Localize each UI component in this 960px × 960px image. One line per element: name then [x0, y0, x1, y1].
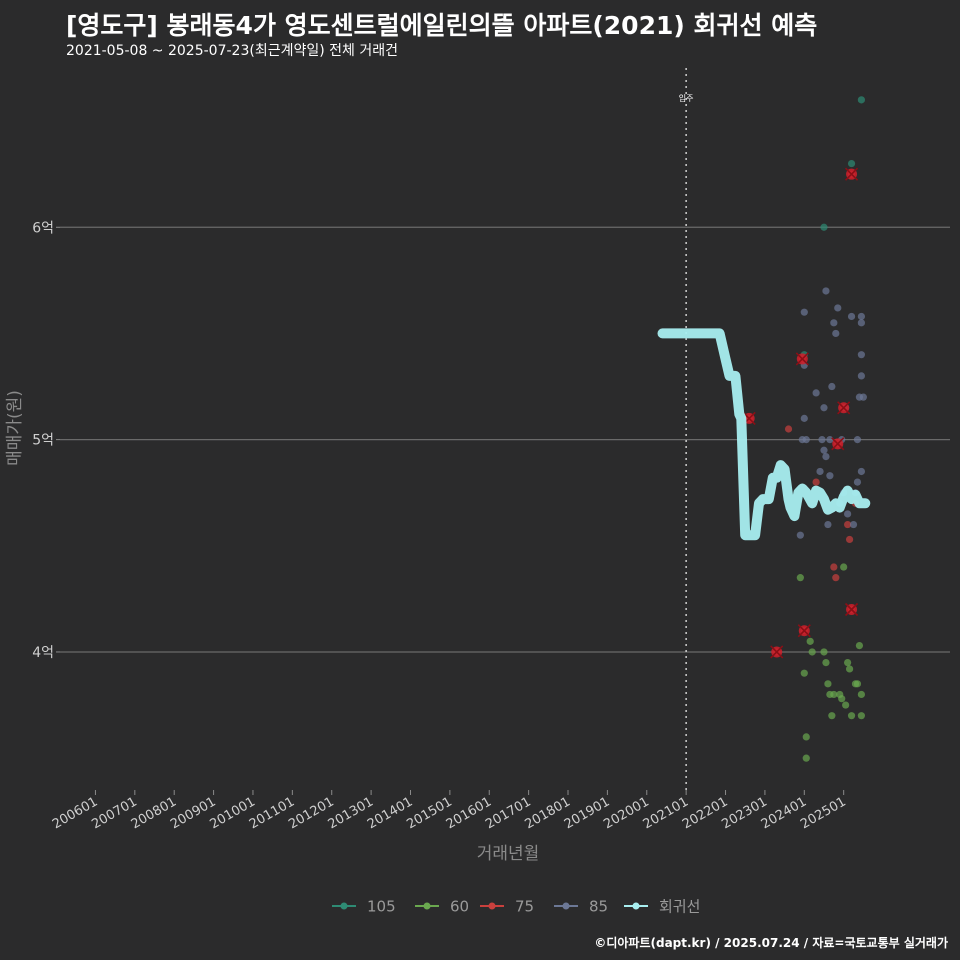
legend-key-dot [632, 902, 640, 910]
point-60 [802, 733, 810, 741]
point-85 [857, 372, 865, 380]
point-75 [845, 535, 854, 544]
point-85 [800, 308, 808, 316]
point-85 [857, 319, 865, 327]
point-85 [834, 304, 842, 312]
point-85 [844, 510, 852, 518]
x-tick-label: 202501 [798, 794, 848, 832]
point-60 [830, 690, 838, 699]
point-60 [857, 690, 865, 699]
highlight-x-mark [844, 167, 859, 181]
y-tick-label: 4억 [32, 645, 54, 661]
point-85 [826, 472, 834, 480]
legend: 105 60 75 85 회귀선 [332, 898, 700, 916]
point-85 [802, 436, 810, 444]
point-75 [832, 574, 840, 582]
point-85 [796, 531, 804, 539]
point-60 [855, 642, 864, 650]
point-85 [830, 319, 838, 327]
point-85 [822, 453, 830, 461]
point-75 [830, 563, 838, 571]
legend-key-dot [340, 902, 348, 910]
point-75 [812, 478, 820, 486]
point-60 [853, 680, 862, 688]
point-60 [824, 680, 832, 688]
point-60 [796, 574, 804, 582]
point-60 [840, 563, 848, 571]
move-in-line: 입주 [679, 68, 694, 790]
point-85 [828, 382, 836, 391]
legend-label: 60 [450, 898, 469, 916]
data-points [742, 96, 867, 762]
point-60 [822, 658, 830, 667]
regression-path [657, 328, 871, 541]
y-tick-label: 6억 [32, 220, 54, 236]
point-60 [808, 648, 816, 656]
point-105 [847, 159, 856, 168]
point-85 [859, 393, 867, 401]
point-85 [857, 467, 865, 476]
y-axis-label: 매매가(원) [5, 390, 25, 466]
highlight-x-mark [795, 352, 809, 366]
point-105 [820, 223, 828, 231]
legend-key-dot [488, 902, 496, 910]
chart-title: [영도구] 봉래동4가 영도센트럴에일린의뜰 아파트(2021) 회귀선 예측 [66, 11, 818, 40]
point-60 [800, 669, 808, 677]
x-axis-label: 거래년월 [477, 844, 540, 864]
point-85 [820, 404, 828, 412]
point-85 [853, 436, 862, 444]
highlight-x-mark [831, 437, 845, 451]
point-85 [824, 520, 832, 529]
point-85 [847, 312, 856, 321]
y-tick-label: 5억 [32, 433, 54, 449]
point-85 [826, 436, 834, 444]
point-60 [844, 658, 852, 667]
y-axis-ticks: 4억 5억 6억 [32, 220, 60, 661]
legend-label: 75 [515, 898, 534, 916]
chart-subtitle: 2021-05-08 ~ 2025-07-23(최근계약일) 전체 거래건 [66, 43, 398, 59]
point-85 [853, 478, 862, 486]
point-75 [784, 425, 793, 433]
point-105 [857, 96, 865, 104]
point-85 [857, 351, 865, 359]
highlight-x-mark [837, 401, 851, 415]
point-85 [822, 287, 830, 295]
point-85 [816, 467, 824, 476]
source-credit: ©디아파트(dapt.kr) / 2025.07.24 / 자료=국토교통부 실… [594, 936, 948, 950]
gridlines [60, 226, 950, 653]
point-85 [818, 436, 826, 444]
move-in-label: 입주 [679, 94, 694, 103]
point-85 [832, 329, 840, 338]
legend-label: 105 [367, 898, 396, 916]
x-axis-ticks: 2006012007012008012009012010012011012012… [50, 790, 849, 832]
point-85 [857, 312, 865, 321]
point-85 [812, 389, 820, 397]
point-85 [820, 446, 828, 454]
point-60 [828, 712, 836, 720]
point-60 [838, 695, 846, 703]
point-85 [800, 414, 808, 422]
point-60 [845, 665, 854, 673]
legend-label: 85 [589, 898, 608, 916]
legend-key-dot [562, 902, 570, 910]
legend-key-dot [423, 902, 431, 910]
point-75 [844, 520, 852, 529]
point-60 [820, 648, 828, 656]
highlight-x-mark [844, 602, 859, 617]
point-60 [842, 701, 850, 709]
highlight-x-mark [797, 624, 811, 638]
regression-line [657, 328, 871, 541]
point-60 [802, 754, 810, 762]
point-60 [857, 712, 865, 720]
legend-label: 회귀선 [659, 898, 700, 916]
highlight-x-mark [770, 645, 784, 659]
point-85 [849, 520, 858, 529]
point-60 [806, 637, 814, 645]
point-60 [847, 712, 856, 720]
